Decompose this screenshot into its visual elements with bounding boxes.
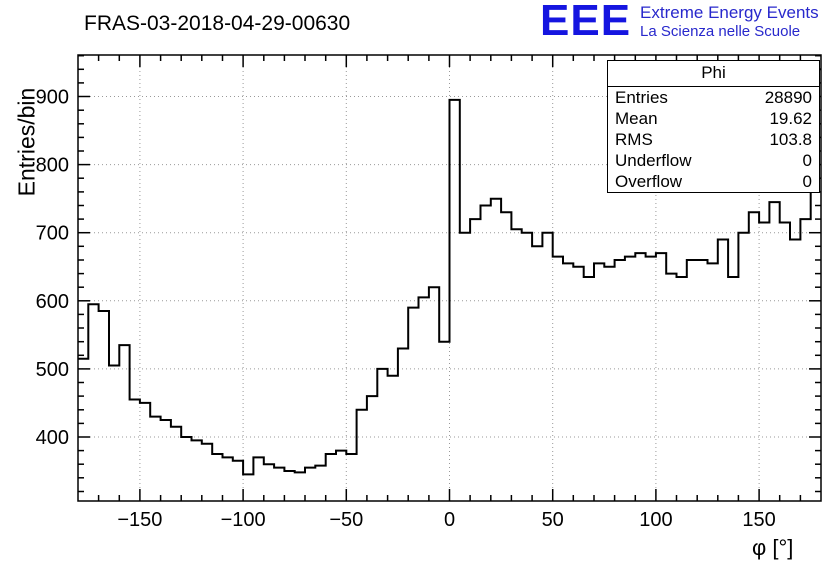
svg-text:700: 700: [36, 223, 69, 245]
stats-value: 103.8: [769, 130, 812, 149]
svg-text:−50: −50: [329, 509, 363, 531]
plot-title: FRAS-03-2018-04-29-00630: [84, 12, 351, 35]
stats-label: Mean: [615, 109, 658, 128]
stats-row-mean: Mean 19.62: [608, 108, 819, 129]
eee-logo-line2: La Scienza nelle Scuole: [640, 23, 801, 40]
stats-value: 19.62: [769, 109, 812, 128]
stats-value: 0: [802, 172, 812, 191]
eee-logo-acronym: EEE: [540, 0, 632, 45]
svg-text:600: 600: [36, 291, 69, 313]
svg-text:500: 500: [36, 359, 69, 381]
stats-label: Entries: [615, 88, 668, 107]
stats-value: 0: [802, 151, 812, 170]
histogram-line: [78, 68, 821, 476]
stats-title: Phi: [608, 61, 819, 87]
stats-label: Overflow: [615, 172, 683, 191]
svg-text:400: 400: [36, 427, 69, 449]
stats-row-overflow: Overflow 0: [608, 171, 819, 192]
y-axis-label: Entries/bin: [13, 87, 40, 197]
x-tick-labels: −150 −100 −50 0 50 100 150: [117, 509, 775, 531]
svg-text:100: 100: [639, 509, 672, 531]
stats-box: Phi Entries 28890 Mean 19.62 RMS 103.8 U…: [607, 60, 820, 193]
stats-value: 28890: [764, 88, 812, 107]
stats-label: Underflow: [615, 151, 692, 170]
stats-label: RMS: [615, 130, 653, 149]
stats-row-rms: RMS 103.8: [608, 129, 819, 150]
eee-logo-tagline: Extreme Energy Events La Scienza nelle S…: [640, 3, 819, 40]
svg-text:900: 900: [36, 87, 69, 109]
svg-text:800: 800: [36, 155, 69, 177]
stats-row-entries: Entries 28890: [608, 87, 819, 108]
x-axis-label: φ [°]: [752, 535, 794, 560]
plot-frame: [77, 54, 822, 502]
eee-logo: EEE Extreme Energy Events La Scienza nel…: [540, 0, 819, 45]
svg-text:50: 50: [542, 509, 564, 531]
eee-logo-line1: Extreme Energy Events: [640, 3, 819, 22]
svg-text:−150: −150: [117, 509, 162, 531]
svg-text:0: 0: [444, 509, 455, 531]
svg-text:−100: −100: [221, 509, 266, 531]
svg-text:150: 150: [742, 509, 775, 531]
y-tick-labels: 400 500 600 700 800 900: [36, 87, 69, 450]
stats-row-underflow: Underflow 0: [608, 150, 819, 171]
